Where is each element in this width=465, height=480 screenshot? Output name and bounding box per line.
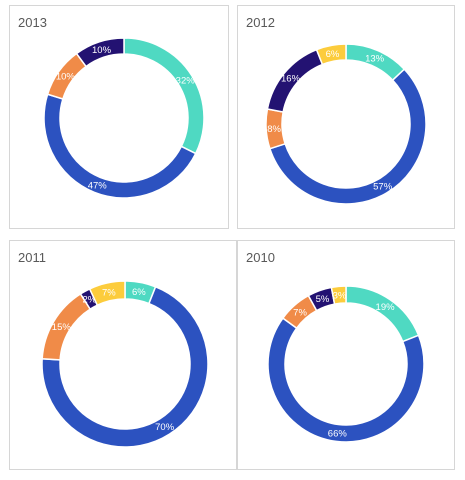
donut-slice	[315, 43, 347, 66]
donut-slice	[345, 285, 420, 343]
donut-chart-2012: 13% 57% 8% 16% 6%	[265, 43, 427, 205]
chart-title: 2010	[246, 250, 275, 265]
chart-panel-2010: 2010 19% 66% 7% 5% 3%	[237, 240, 455, 470]
slice-data-label: 6%	[132, 287, 146, 298]
slice-data-label: 32%	[176, 76, 196, 87]
slice-data-label: 7%	[102, 287, 116, 298]
slice-data-label: 10%	[56, 72, 76, 83]
slice-data-label: 6%	[326, 49, 340, 60]
chart-title: 2011	[18, 250, 46, 265]
chart-panel-2011: 2011 6% 70% 15% 2% 7%	[9, 240, 237, 470]
donut-slice	[267, 317, 425, 443]
chart-title: 2012	[246, 15, 275, 30]
slice-data-label: 70%	[155, 422, 175, 433]
donut-chart-2013: 32% 47% 10% 10%	[43, 37, 205, 199]
donut-slice	[41, 285, 209, 448]
slice-data-label: 10%	[92, 45, 112, 56]
donut-slice	[123, 37, 205, 155]
slice-data-label: 19%	[376, 302, 396, 313]
slice-data-label: 7%	[293, 307, 307, 318]
chart-panel-2013: 2013 32% 47% 10% 10%	[9, 5, 229, 229]
donut-slice	[75, 37, 125, 68]
chart-title: 2013	[18, 15, 47, 30]
slice-data-label: 15%	[52, 322, 72, 333]
donut-chart-2010: 19% 66% 7% 5% 3%	[267, 285, 425, 443]
donut-chart-2011: 6% 70% 15% 2% 7%	[41, 280, 209, 448]
slice-data-label: 8%	[267, 124, 281, 135]
slice-data-label: 13%	[365, 53, 385, 64]
slice-data-label: 16%	[281, 74, 301, 85]
donut-slice	[330, 285, 347, 305]
slice-data-label: 5%	[316, 294, 330, 305]
chart-panel-2012: 2012 13% 57% 8% 16% 6%	[237, 5, 455, 229]
slice-data-label: 57%	[373, 181, 393, 192]
slice-data-label: 47%	[88, 180, 108, 191]
donut-slice	[43, 93, 197, 199]
slice-data-label: 2%	[82, 295, 96, 306]
donut-slice	[268, 68, 427, 205]
donut-slice	[88, 280, 126, 307]
slice-data-label: 3%	[333, 290, 347, 301]
slice-data-label: 66%	[328, 428, 348, 439]
